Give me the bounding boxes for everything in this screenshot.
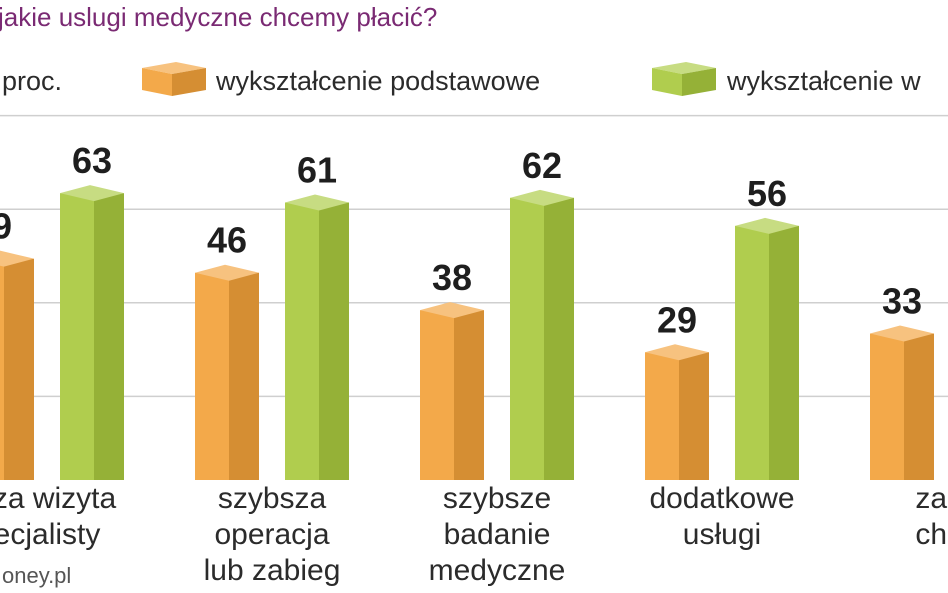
bar-s0-c1-side bbox=[229, 272, 259, 480]
bar-s1-c3-side bbox=[769, 225, 799, 480]
bar-s1-c2-side bbox=[544, 197, 574, 480]
bar-s0-c4-side bbox=[904, 333, 934, 480]
legend-swatch-basic bbox=[142, 62, 206, 96]
category-label: szybsze bbox=[443, 482, 551, 515]
category-label: za ni bbox=[915, 482, 948, 515]
bar-s0-c3 bbox=[645, 344, 709, 480]
category-label: badanie bbox=[444, 518, 551, 551]
legend-label-higher: wykształcenie w bbox=[726, 66, 921, 96]
bar-s1-c1-front bbox=[285, 202, 319, 480]
value-labels: 9 46 38 29 33 63 61 62 56 bbox=[0, 140, 922, 340]
bar-s1-c1 bbox=[285, 194, 349, 480]
swatch-front bbox=[142, 68, 172, 96]
value-label: 63 bbox=[72, 140, 112, 181]
category-label: szybsza bbox=[218, 482, 327, 515]
legend-swatch-higher bbox=[652, 62, 716, 96]
bar-s1-c1-top bbox=[285, 194, 349, 211]
category-label: sza wizyta bbox=[0, 482, 116, 515]
bar-s1-c2 bbox=[510, 189, 574, 480]
bar-s0-c2-top bbox=[420, 302, 484, 319]
bar-s0-c1 bbox=[195, 264, 259, 480]
swatch-top bbox=[142, 62, 206, 74]
swatch-front bbox=[652, 68, 682, 96]
bar-s1-c2-front bbox=[510, 197, 544, 480]
bar-s0-c1-top bbox=[195, 264, 259, 281]
value-label: 33 bbox=[882, 281, 922, 322]
value-label: 29 bbox=[657, 299, 697, 340]
swatch-side bbox=[172, 68, 206, 96]
value-label: 46 bbox=[207, 220, 247, 261]
bar-s0-c4-top bbox=[870, 325, 934, 342]
category-label: operacja bbox=[214, 518, 329, 551]
source-label: oney.pl bbox=[2, 563, 71, 588]
bar-s0-c0 bbox=[0, 250, 34, 480]
unit-label: proc. bbox=[2, 66, 62, 96]
bar-s0-c0-top bbox=[0, 250, 34, 267]
value-label: 62 bbox=[522, 145, 562, 186]
legend-label-basic: wykształcenie podstawowe bbox=[215, 66, 540, 96]
bar-s0-c3-front bbox=[645, 352, 679, 480]
category-label: ecjalisty bbox=[0, 518, 100, 551]
category-label: dodatkowe bbox=[649, 482, 794, 515]
bar-s0-c0-side bbox=[4, 258, 34, 480]
bar-s0-c3-side bbox=[679, 352, 709, 480]
bar-s0-c2-side bbox=[454, 310, 484, 480]
bar-s1-c0-side bbox=[94, 193, 124, 480]
swatch-top bbox=[652, 62, 716, 74]
category-label: usługi bbox=[683, 518, 761, 551]
bar-s1-c0-front bbox=[60, 193, 94, 480]
category-label: lub zabieg bbox=[204, 554, 341, 587]
bar-s0-c3-top bbox=[645, 344, 709, 361]
chart-title: jakie uslugi medyczne chcemy płacić? bbox=[0, 2, 437, 32]
bar-s0-c4-front bbox=[870, 333, 904, 480]
category-label: medyczne bbox=[429, 554, 566, 587]
category-label: chcę bbox=[915, 518, 948, 551]
value-label: 61 bbox=[297, 150, 337, 191]
bar-s0-c4 bbox=[870, 325, 934, 480]
bar-s1-c3-front bbox=[735, 225, 769, 480]
bars bbox=[0, 185, 934, 480]
bar-s0-c2 bbox=[420, 302, 484, 480]
swatch-side bbox=[682, 68, 716, 96]
legend: wykształcenie podstawowe wykształcenie w bbox=[142, 62, 921, 96]
bar-s1-c2-top bbox=[510, 189, 574, 206]
bar-s1-c3-top bbox=[735, 217, 799, 234]
bar-s1-c0-top bbox=[60, 185, 124, 202]
bar-s0-c0-front bbox=[0, 258, 4, 480]
bar-s1-c0 bbox=[60, 185, 124, 480]
bar-s1-c3 bbox=[735, 217, 799, 480]
bar-s0-c1-front bbox=[195, 272, 229, 480]
value-label: 9 bbox=[0, 206, 12, 247]
bar-s0-c2-front bbox=[420, 310, 454, 480]
value-label: 56 bbox=[747, 173, 787, 214]
bar-s1-c1-side bbox=[319, 202, 349, 480]
value-label: 38 bbox=[432, 257, 472, 298]
